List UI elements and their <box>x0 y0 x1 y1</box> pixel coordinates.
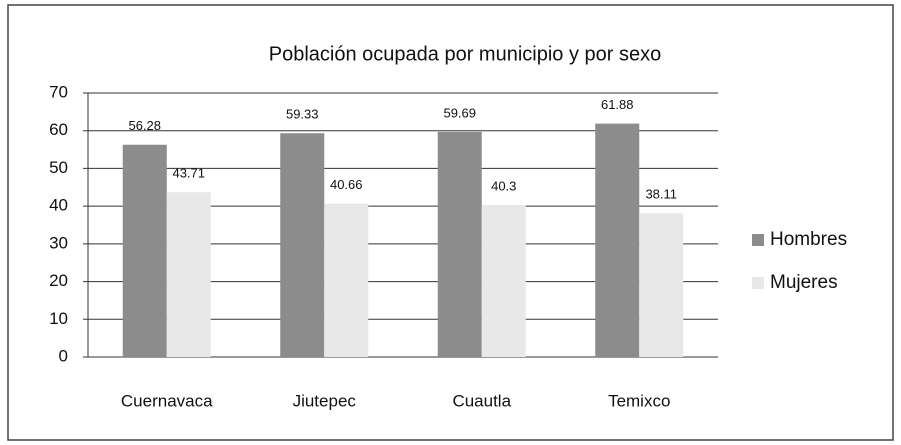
bar <box>166 192 211 357</box>
data-label: 40.66 <box>330 177 363 192</box>
y-tick-label: 40 <box>49 196 68 215</box>
data-label: 38.11 <box>645 187 677 202</box>
data-label: 40.3 <box>491 178 516 193</box>
bar <box>595 123 640 358</box>
y-tick-label: 20 <box>49 271 68 290</box>
bar <box>324 203 369 357</box>
x-tick-label: Cuernavaca <box>121 391 213 410</box>
legend-label: Hombres <box>770 229 847 250</box>
y-tick-label: 60 <box>49 120 68 139</box>
y-tick-label: 50 <box>49 158 68 177</box>
data-label: 56.28 <box>128 118 161 133</box>
legend-label: Mujeres <box>770 272 838 293</box>
bar <box>122 144 167 357</box>
y-tick-label: 0 <box>59 346 68 365</box>
data-label: 59.33 <box>286 107 319 122</box>
legend-swatch <box>752 234 764 246</box>
x-tick-label: Jiutepec <box>293 391 357 410</box>
y-tick-label: 70 <box>49 82 68 101</box>
bar <box>481 205 526 357</box>
data-label: 43.71 <box>172 166 205 181</box>
data-label: 59.69 <box>443 105 476 120</box>
bar <box>639 213 684 357</box>
y-tick-label: 10 <box>49 309 68 328</box>
legend-swatch <box>752 277 764 289</box>
x-tick-label: Cuautla <box>452 391 511 410</box>
bar <box>280 133 325 357</box>
chart-title: Población ocupada por municipio y por se… <box>269 43 661 65</box>
y-tick-label: 30 <box>49 233 68 252</box>
x-tick-label: Temixco <box>608 391 670 410</box>
data-label: 61.88 <box>601 97 634 112</box>
bar <box>437 131 482 357</box>
